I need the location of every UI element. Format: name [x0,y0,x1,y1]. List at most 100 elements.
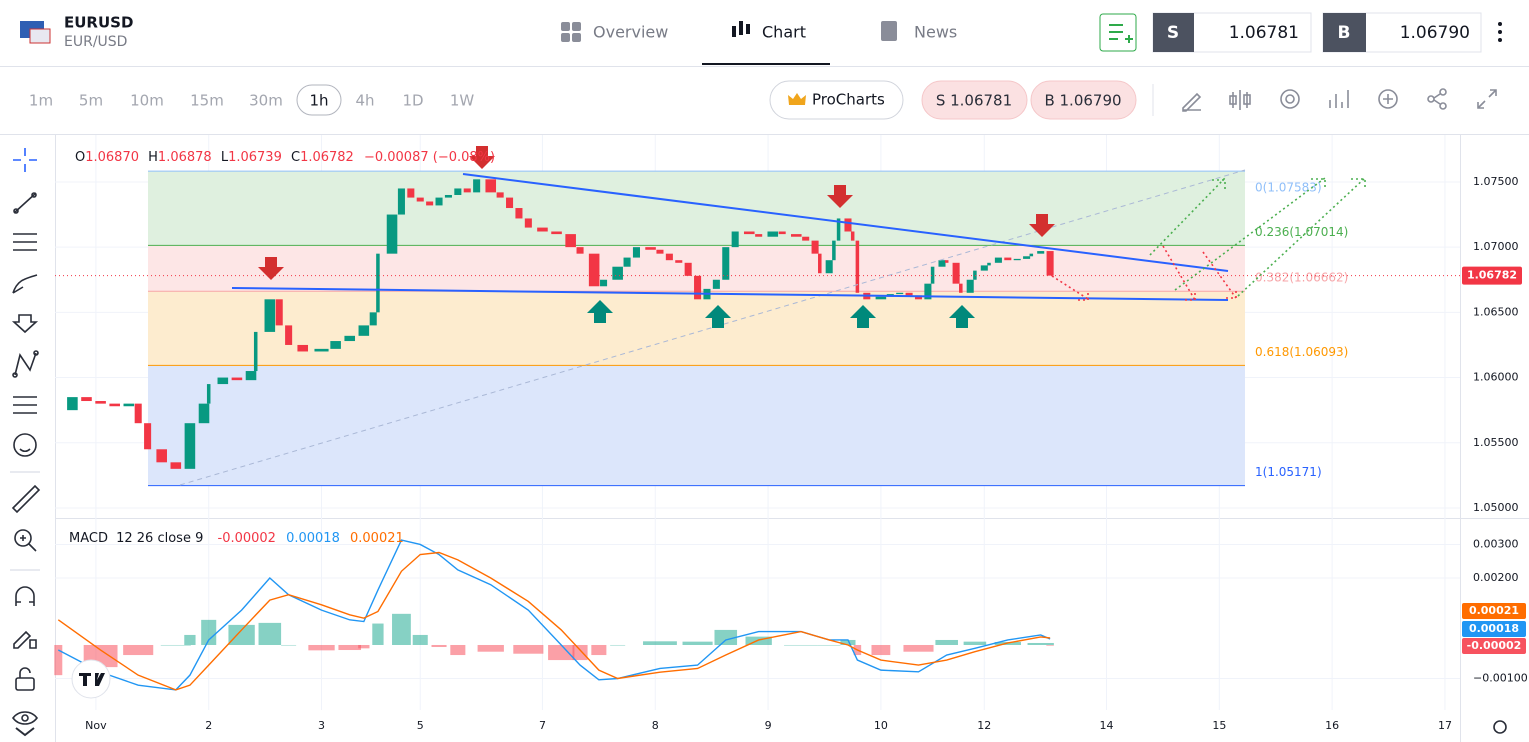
timeframe[interactable]: 30m [249,92,283,110]
candle [588,253,600,287]
procharts-button[interactable] [769,80,904,120]
macd-legend: MACD 12 26 close 9 -0.00002 0.00018 0.00… [69,531,404,546]
timeframe[interactable]: 1D [402,92,423,110]
crown-icon [788,93,806,105]
candle [330,341,341,349]
tab-overview[interactable]: Overview [561,22,668,42]
candle [1037,251,1045,254]
timeframe-active[interactable] [296,84,342,116]
candle [275,299,283,326]
drawing-tools[interactable] [10,148,41,737]
candle [987,262,991,266]
timeframe[interactable]: 1h [309,92,328,110]
candle [407,188,415,198]
candle [665,253,673,261]
ohlc-legend: O1.06870 H1.06878 L1.06739 C1.06782 −0.0… [75,150,495,165]
candle [811,240,819,254]
candle [426,201,434,206]
candle [712,279,720,289]
histogram-bar [610,644,626,646]
y-tick-label: 1.05500 [1473,436,1519,449]
ohlc-change: −0.00087 (−0.08%) [364,150,495,165]
candle [144,423,152,450]
fib-label: 0(1.07583) [1255,181,1322,195]
buy-pill-label[interactable]: B 1.06790 [1044,92,1121,110]
histogram-bar [54,644,63,676]
candle [722,247,730,280]
candle [485,179,497,193]
candle [930,266,935,284]
candle [844,218,852,232]
timeframe-bar: 1m 5m 10m 15m 30m 1h 4h 1D 1W [29,84,475,116]
candle [836,218,841,241]
candle [731,231,739,248]
sell-pill[interactable] [921,80,1028,120]
candle [123,403,135,407]
tab-chart[interactable]: Chart [702,21,830,65]
more-menu[interactable] [1498,22,1502,42]
timeframe[interactable]: 4h [355,92,374,110]
ohlc-value: 1.06739 [228,150,282,165]
projection-down [1051,245,1237,301]
timeframe[interactable]: 5m [79,92,103,110]
candle [966,279,974,293]
sell-tag [1153,13,1194,52]
ohlc-key: O [75,150,85,165]
y-tick-label: 1.07500 [1473,175,1519,188]
histogram-bar [308,644,335,651]
tab-label[interactable]: Overview [593,23,668,42]
histogram-bar [963,641,987,645]
hist-value: -0.00002 [218,531,276,546]
pair: EUR/USD [64,34,127,50]
settings-icon[interactable] [1493,720,1507,734]
candle [297,344,309,352]
tab-news[interactable]: News [881,21,957,42]
header: EURUSD EUR/USD Overview Chart News S 1.0… [0,12,1529,67]
trend-line [462,173,1229,272]
candle [938,260,946,267]
candle [435,197,443,206]
histogram-bar [935,639,958,645]
histogram-bar [281,644,297,646]
histogram-bar [358,644,370,649]
timeframe[interactable]: 1m [29,92,53,110]
histogram-bar [338,644,362,651]
procharts-label[interactable]: ProCharts [812,91,885,109]
tab-label[interactable]: Chart [762,23,806,42]
tab-underline [702,63,830,65]
candle [245,371,257,381]
x-tick-label: 12 [977,719,991,732]
tool-icons[interactable] [1182,88,1497,112]
histogram-bar [591,644,607,656]
timeframe[interactable]: 1W [450,92,475,110]
x-tick-label: 2 [205,719,212,732]
x-tick-label: 14 [1100,719,1114,732]
candle [802,236,810,241]
candle [1004,257,1012,261]
candle [778,231,786,235]
candle [454,188,462,195]
candle [694,275,702,300]
histogram-bar [745,636,772,645]
x-tick-label: 8 [652,719,659,732]
macd-params: 12 26 close 9 [116,531,203,546]
candle [1046,251,1054,276]
sell-pill-label[interactable]: S 1.06781 [936,92,1012,110]
buy-tag [1323,13,1366,52]
timeframe[interactable]: 10m [130,92,164,110]
tab-label[interactable]: News [914,23,957,42]
up-arrows [587,300,975,328]
fib-zone [148,171,1245,246]
candle [1029,253,1034,257]
candle [896,292,904,295]
candle [206,384,211,404]
candle [980,265,988,271]
candle [416,197,424,202]
timeframe[interactable]: 15m [190,92,224,110]
buy-pill[interactable] [1030,80,1137,120]
candle [600,279,608,287]
ohlc-key: H [148,150,158,165]
fib-zone [148,365,1245,486]
candle [832,240,836,261]
